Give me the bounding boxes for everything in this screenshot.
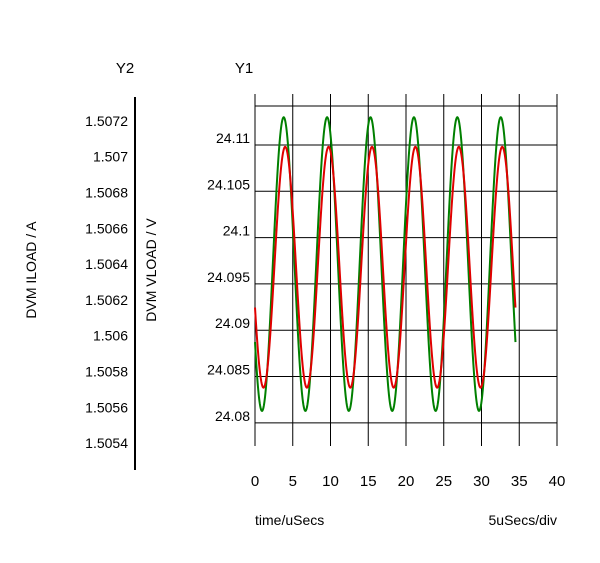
y2-tick-label-7: 1.5068 xyxy=(85,184,128,200)
x-tick-label-0: 0 xyxy=(251,473,259,490)
x-tick-label-6: 30 xyxy=(473,473,490,490)
series-line-1 xyxy=(254,145,517,389)
x-division-label: 5uSecs/div xyxy=(489,512,557,528)
x-tick-label-3: 15 xyxy=(360,473,377,490)
series-line-0 xyxy=(254,116,517,413)
y2-tick-label-1: 1.5056 xyxy=(85,399,128,415)
y1-tick-label-2: 24.09 xyxy=(215,315,250,331)
x-tick-labels: 0 5 10 15 20 25 30 35 40 xyxy=(251,473,566,490)
y1-tick-labels: 24.08 24.085 24.09 24.095 24.1 24.105 24.11 xyxy=(207,130,250,424)
y2-tick-label-2: 1.5058 xyxy=(85,364,128,380)
x-axis-label: time/uSecs xyxy=(255,512,324,528)
y2-tick-label-9: 1.5072 xyxy=(85,113,128,129)
series-group xyxy=(254,116,517,413)
y1-tick-label-6: 24.11 xyxy=(216,130,250,146)
y2-tick-label-6: 1.5066 xyxy=(85,220,128,236)
y2-tick-label-0: 1.5054 xyxy=(85,435,128,451)
plot-grid xyxy=(254,94,558,446)
y1-axis-title: Y1 xyxy=(235,60,253,77)
y2-axis-label: DVM ILOAD / A xyxy=(23,221,39,319)
y1-tick-label-1: 24.085 xyxy=(207,362,250,378)
y2-axis-title: Y2 xyxy=(116,60,134,77)
x-tick-label-5: 25 xyxy=(435,473,452,490)
x-tick-label-1: 5 xyxy=(289,473,297,490)
y1-tick-label-3: 24.095 xyxy=(207,269,250,285)
x-tick-label-2: 10 xyxy=(322,473,339,490)
x-tick-label-7: 35 xyxy=(511,473,528,490)
y1-tick-label-5: 24.105 xyxy=(207,176,250,192)
y1-axis-label: DVM VLOAD / V xyxy=(143,218,159,322)
x-tick-label-8: 40 xyxy=(549,473,566,490)
y1-tick-label-0: 24.08 xyxy=(215,408,250,424)
x-tick-label-4: 20 xyxy=(398,473,415,490)
y2-tick-labels: 1.5054 1.5056 1.5058 1.506 1.5062 1.5064 1.506… xyxy=(85,113,128,451)
y2-tick-label-8: 1.507 xyxy=(93,149,128,165)
y2-tick-label-5: 1.5064 xyxy=(85,256,128,272)
y2-tick-label-4: 1.5062 xyxy=(85,292,128,308)
y2-tick-label-3: 1.506 xyxy=(93,328,128,344)
y1-tick-label-4: 24.1 xyxy=(223,223,250,239)
